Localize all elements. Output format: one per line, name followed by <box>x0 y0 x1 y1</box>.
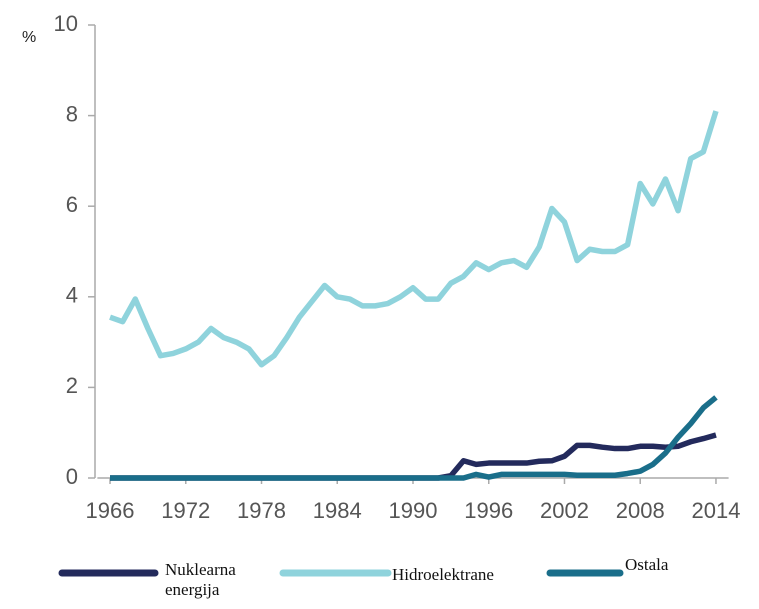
y-tick-label: 0 <box>66 464 78 489</box>
legend-label: Ostala <box>625 555 669 574</box>
x-tick-label: 2002 <box>540 498 589 523</box>
y-tick-label: 10 <box>54 11 78 36</box>
legend-label: Hidroelektrane <box>392 565 494 584</box>
series-line <box>109 110 719 368</box>
x-tick-label: 2008 <box>616 498 665 523</box>
x-tick-label: 1996 <box>464 498 513 523</box>
y-tick-label: 6 <box>66 192 78 217</box>
y-tick-label: 2 <box>66 373 78 398</box>
x-tick-label: 1978 <box>237 498 286 523</box>
y-unit-label: % <box>22 29 36 46</box>
x-tick-label: 1990 <box>389 498 438 523</box>
x-tick-label: 2014 <box>691 498 740 523</box>
y-tick-label: 8 <box>66 101 78 126</box>
y-tick-label: 4 <box>66 283 78 308</box>
legend-label: Nuklearna energija <box>165 560 236 599</box>
x-tick-label: 1972 <box>161 498 210 523</box>
x-tick-label: 1966 <box>86 498 135 523</box>
x-tick-label: 1984 <box>313 498 362 523</box>
series-line <box>110 395 718 481</box>
